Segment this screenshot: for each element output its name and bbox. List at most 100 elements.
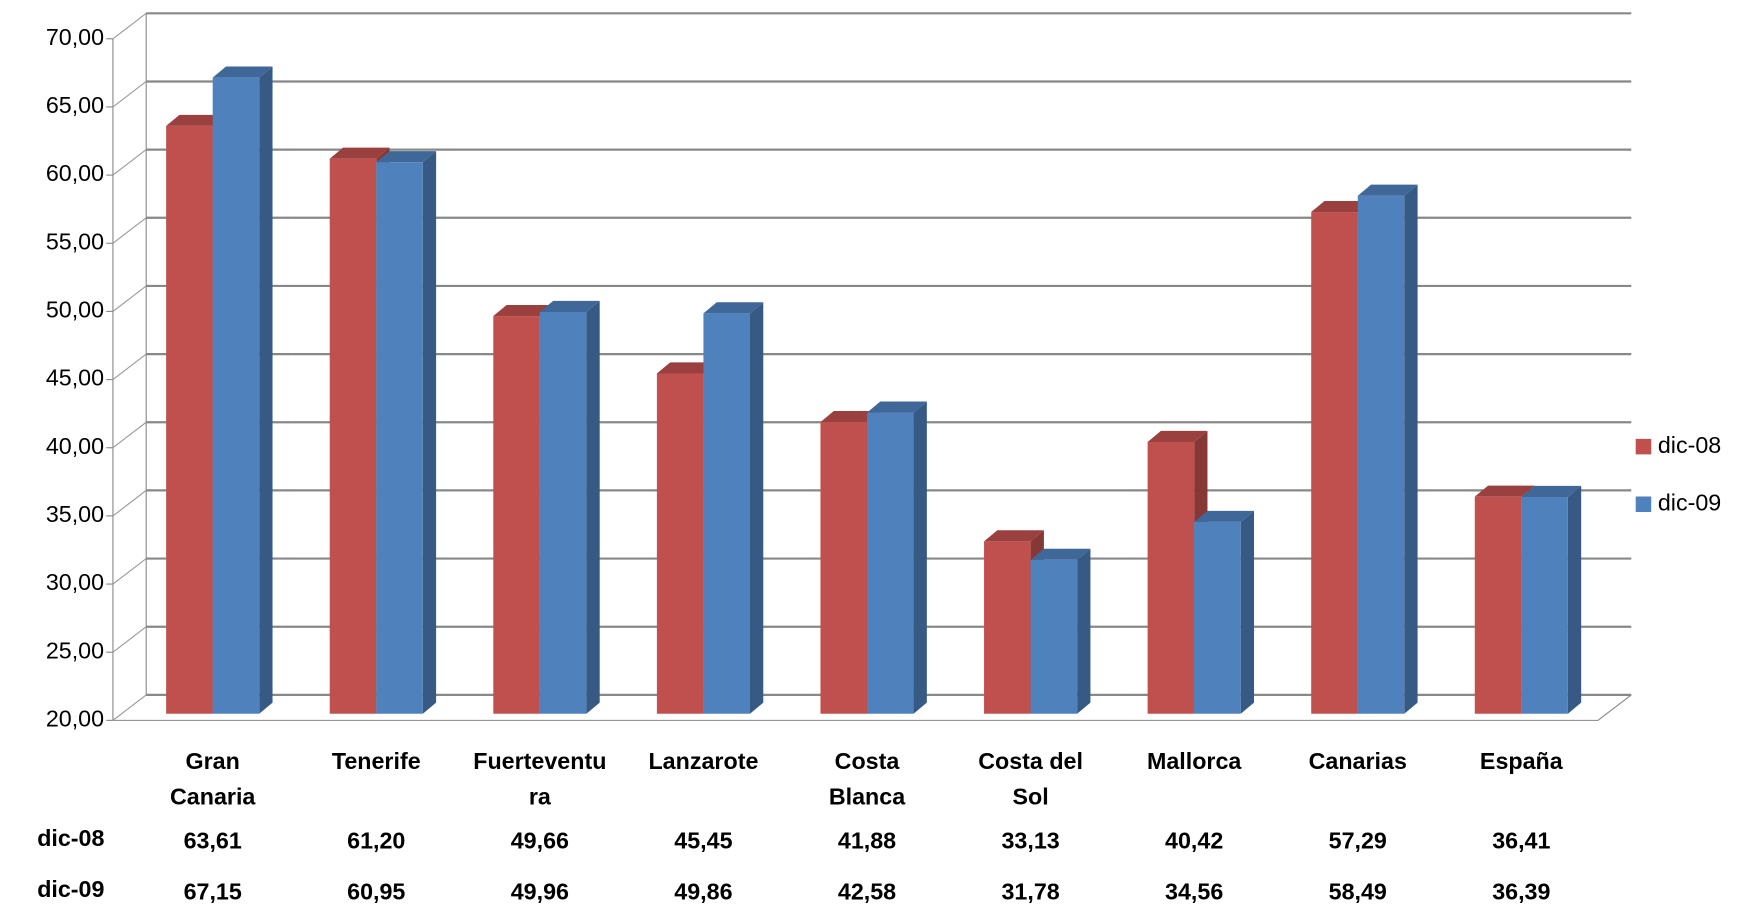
bar-top <box>539 300 600 312</box>
table-value: 40,42 <box>1165 827 1223 853</box>
bar-front <box>703 313 750 714</box>
x-tick-label: Mallorca <box>1146 749 1242 775</box>
bar-side <box>259 66 273 714</box>
y-tick-label: 30,00 <box>46 569 104 595</box>
table-value: 34,56 <box>1165 878 1223 904</box>
x-tick-label: España <box>1479 749 1563 775</box>
grid-diagonal <box>112 149 147 176</box>
y-tick-label: 50,00 <box>46 297 104 323</box>
y-tick-label: 40,00 <box>46 433 104 459</box>
bar-top <box>1357 184 1418 196</box>
bar-top <box>1521 485 1582 497</box>
table-value: 63,61 <box>184 827 242 853</box>
bar <box>1357 184 1418 714</box>
bar-side <box>1567 485 1582 714</box>
bar-side <box>749 302 764 714</box>
bar-top <box>1474 485 1535 497</box>
bar-front <box>1194 521 1241 714</box>
table-value: 41,88 <box>838 827 896 853</box>
bar-front <box>820 422 868 714</box>
y-tick-label: 70,00 <box>46 24 104 50</box>
x-label-box: Canarias <box>1308 749 1407 775</box>
bar-top <box>1030 548 1091 560</box>
bar-front <box>984 541 1031 714</box>
bar-top <box>1194 510 1255 522</box>
table-value: 67,15 <box>184 878 242 904</box>
legend-label: dic-08 <box>1658 432 1721 458</box>
bar-top <box>656 362 717 374</box>
x-label-box: Costa Blanca <box>828 749 906 811</box>
grid-diagonal <box>112 285 147 312</box>
grid-diagonal <box>112 353 147 381</box>
x-tick-label: Costa Blanca <box>828 749 906 811</box>
bar-top <box>867 401 927 413</box>
table-value: 49,86 <box>674 878 732 904</box>
bar-front <box>1311 212 1358 714</box>
bar-front <box>539 311 587 714</box>
bar <box>867 401 927 714</box>
x-tick-label: Costa del Sol <box>978 749 1083 811</box>
grid-diagonal <box>112 626 147 653</box>
grid-diagonal <box>112 81 147 108</box>
table-value: 31,78 <box>1001 878 1059 904</box>
table-value: 36,39 <box>1492 878 1550 904</box>
table-value: 49,66 <box>511 827 569 853</box>
bar-front <box>493 316 540 714</box>
x-tick-label: Fuerteventura <box>473 749 607 811</box>
x-label-box: Costa del Sol <box>978 749 1083 811</box>
x-label-box: Gran Canaria <box>169 749 256 811</box>
bar-side <box>1077 548 1091 714</box>
x-label-box: España <box>1479 749 1563 775</box>
bar-front <box>166 125 213 714</box>
table-value: 36,41 <box>1492 827 1550 853</box>
legend-label: dic-09 <box>1658 489 1721 515</box>
y-tick-label: 45,00 <box>46 365 104 391</box>
table-value: 33,13 <box>1001 827 1059 853</box>
bar-top <box>329 147 390 159</box>
table-row-label: dic-09 <box>37 876 104 902</box>
x-label-box: Mallorca <box>1146 749 1242 775</box>
table-value: 58,49 <box>1329 878 1387 904</box>
y-tick-label: 55,00 <box>46 228 104 254</box>
bar-top <box>166 114 226 126</box>
bar-front <box>1521 496 1568 714</box>
y-tick-label: 65,00 <box>46 92 104 118</box>
bar-side <box>422 151 437 714</box>
table-value: 57,29 <box>1329 827 1387 853</box>
grid-diagonal <box>112 217 147 244</box>
bar-side <box>586 300 600 714</box>
bar <box>1521 485 1582 714</box>
bar-top <box>493 304 554 317</box>
bar-top <box>376 151 437 163</box>
floor <box>112 694 1632 721</box>
bar-side <box>1240 510 1255 714</box>
table-value: 49,96 <box>511 878 569 904</box>
bar-front <box>1474 496 1522 714</box>
bar-front <box>212 77 260 714</box>
bar <box>1030 548 1091 714</box>
x-tick-label: Tenerife <box>331 749 421 775</box>
x-label-box: Tenerife <box>331 749 421 775</box>
bar-front <box>329 158 377 714</box>
bar <box>376 151 437 714</box>
bar-front <box>1147 442 1195 714</box>
table-value: 42,58 <box>838 878 896 904</box>
bar-top <box>703 302 764 314</box>
bar <box>212 66 273 714</box>
legend-swatch <box>1635 438 1652 455</box>
x-tick-label: Gran Canaria <box>169 749 256 811</box>
x-tick-label: Canarias <box>1308 749 1407 775</box>
bar-front <box>656 373 704 714</box>
bar-top <box>1147 430 1208 443</box>
y-tick-label: 35,00 <box>46 501 104 527</box>
bar-front <box>1357 195 1405 714</box>
grid-diagonal <box>112 694 147 721</box>
x-tick-label: Lanzarote <box>648 749 759 775</box>
x-label-box: Fuerteventura <box>473 749 607 811</box>
bar-side <box>1404 184 1418 714</box>
y-tick-label: 25,00 <box>46 637 104 663</box>
table-value: 60,95 <box>347 878 405 904</box>
table-value: 45,45 <box>674 827 732 853</box>
bar-top <box>820 411 881 423</box>
